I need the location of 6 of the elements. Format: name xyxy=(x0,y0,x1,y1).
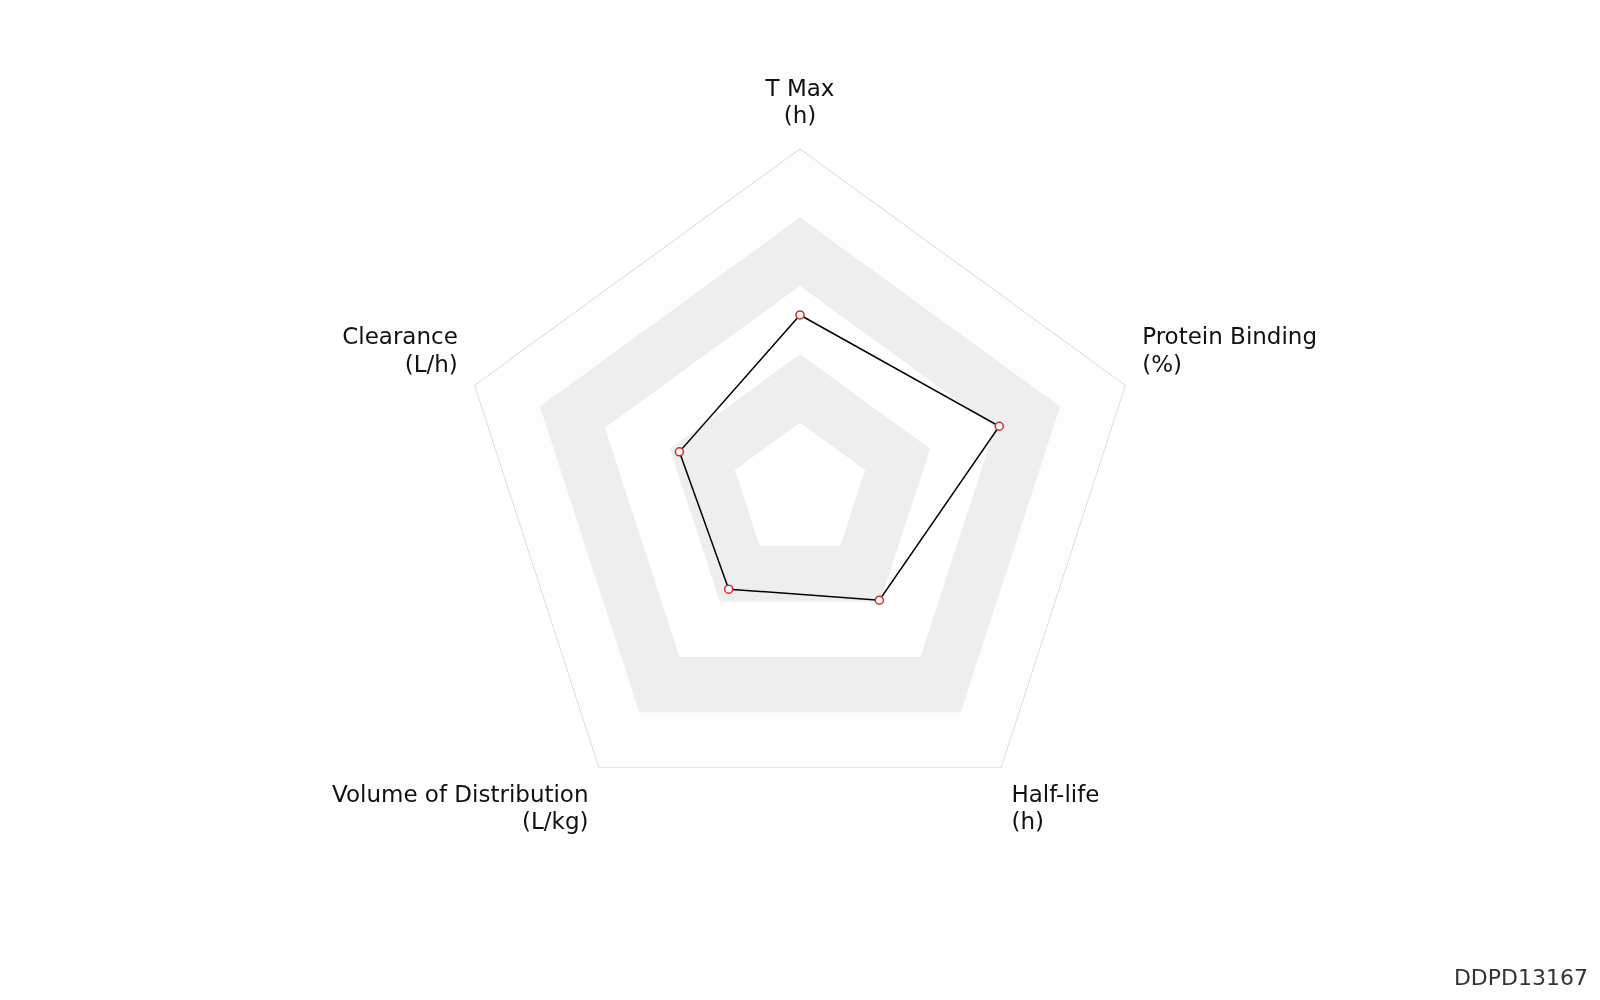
spoke-label: Clearance (L/h) xyxy=(342,323,458,377)
text: DDPD13167 xyxy=(1453,964,1588,990)
spoke-label: Volume of Distribution (L/kg) xyxy=(332,780,589,835)
spoke-label: Protein Binding (%) xyxy=(1142,323,1318,377)
spoke-label: Half-life (h) xyxy=(1011,780,1100,835)
spoke-label: T Max (h) xyxy=(764,74,835,129)
